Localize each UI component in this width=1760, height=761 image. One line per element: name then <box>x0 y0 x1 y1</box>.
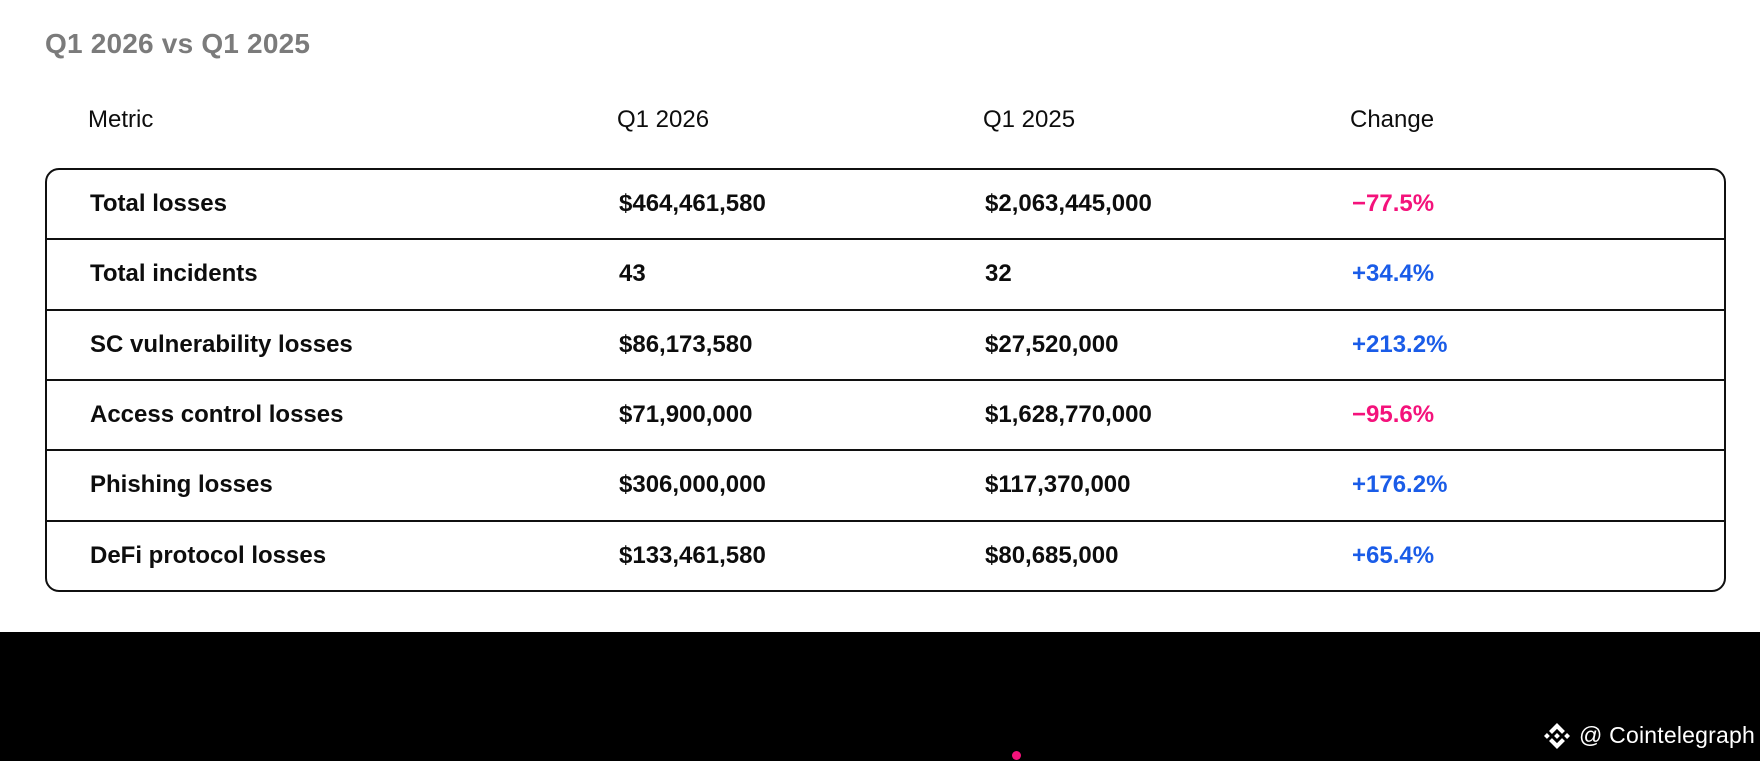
page-title: Q1 2026 vs Q1 2025 <box>45 28 311 59</box>
q1-2025-cell: $27,520,000 <box>985 330 1119 358</box>
metric-cell: SC vulnerability losses <box>90 330 353 358</box>
table-row: Phishing losses $306,000,000 $117,370,00… <box>47 449 1724 519</box>
metric-cell: Access control losses <box>90 401 344 429</box>
q1-2026-cell: 43 <box>619 260 646 288</box>
table-row: Total losses $464,461,580 $2,063,445,000… <box>47 170 1724 238</box>
metric-cell: Total incidents <box>90 260 258 288</box>
change-cell: +213.2% <box>1352 330 1448 358</box>
accent-dot <box>1012 751 1021 760</box>
change-cell: +65.4% <box>1352 541 1435 569</box>
brand-label: @ Cointelegraph <box>1579 722 1755 748</box>
table-row: Access control losses $71,900,000 $1,628… <box>47 378 1724 449</box>
table-row: Total incidents 43 32 +34.4% <box>47 238 1724 308</box>
column-header-change: Change <box>1350 106 1435 133</box>
change-cell: +176.2% <box>1352 471 1448 499</box>
q1-2026-cell: $133,461,580 <box>619 541 766 569</box>
q1-2026-cell: $464,461,580 <box>619 190 766 218</box>
comparison-table: Total losses $464,461,580 $2,063,445,000… <box>45 168 1726 592</box>
q1-2025-cell: $1,628,770,000 <box>985 401 1152 429</box>
footer-bar: @ Cointelegraph <box>0 632 1760 761</box>
change-cell: −77.5% <box>1352 190 1435 218</box>
metric-cell: Phishing losses <box>90 471 273 499</box>
column-header-q1-2026: Q1 2026 <box>617 106 710 133</box>
change-cell: −95.6% <box>1352 401 1435 429</box>
column-header-q1-2025: Q1 2025 <box>983 106 1076 133</box>
metric-cell: DeFi protocol losses <box>90 541 327 569</box>
brand-lockup: @ Cointelegraph <box>1544 722 1755 749</box>
q1-2025-cell: 32 <box>985 260 1012 288</box>
metric-cell: Total losses <box>90 190 227 218</box>
q1-2025-cell: $80,685,000 <box>985 541 1119 569</box>
binance-diamond-icon <box>1544 722 1571 749</box>
q1-2026-cell: $306,000,000 <box>619 471 766 499</box>
change-cell: +34.4% <box>1352 260 1435 288</box>
table-row: SC vulnerability losses $86,173,580 $27,… <box>47 308 1724 379</box>
q1-2025-cell: $2,063,445,000 <box>985 190 1152 218</box>
q1-2025-cell: $117,370,000 <box>985 471 1131 499</box>
table-row: DeFi protocol losses $133,461,580 $80,68… <box>47 519 1724 590</box>
table-header-row: Metric Q1 2026 Q1 2025 Change <box>45 96 1726 144</box>
q1-2026-cell: $71,900,000 <box>619 401 753 429</box>
q1-2026-cell: $86,173,580 <box>619 330 753 358</box>
column-header-metric: Metric <box>88 106 154 133</box>
